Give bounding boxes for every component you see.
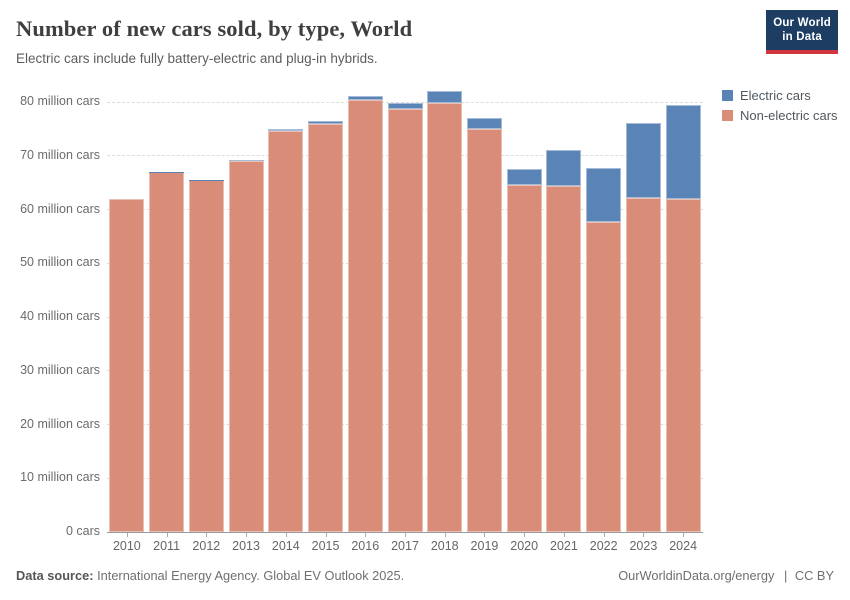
chart-footer: Data source: International Energy Agency… <box>16 568 834 583</box>
legend-swatch <box>722 110 733 121</box>
x-axis-tick <box>683 533 685 537</box>
y-axis-tick-label: 0 cars <box>65 524 100 538</box>
y-axis-tick-label: 30 million cars <box>20 362 100 377</box>
x-axis-label-2010: 2010 <box>112 539 141 553</box>
bar-2016-non-electric-cars[interactable] <box>347 100 383 532</box>
x-axis-tick <box>285 533 287 537</box>
legend-item-non-electric-cars[interactable]: Non-electric cars <box>722 108 838 123</box>
x-axis-tick <box>325 533 327 537</box>
y-axis-tick-label: 10 million cars <box>20 470 100 485</box>
bar-2016-electric-cars[interactable] <box>347 96 383 101</box>
x-axis-label-2013: 2013 <box>232 539 260 553</box>
legend-item-electric-cars[interactable]: Electric cars <box>722 88 838 103</box>
legend-label: Non-electric cars <box>740 108 838 123</box>
data-source-label: Data source: <box>16 568 94 583</box>
x-axis-tick <box>246 533 248 537</box>
bar-2022-electric-cars[interactable] <box>586 167 622 223</box>
y-axis-tick-label: 70 million cars <box>20 147 100 162</box>
bar-2013-electric-cars[interactable] <box>228 160 264 162</box>
x-axis-label-2022: 2022 <box>589 539 618 553</box>
footer-links: OurWorldinData.org/energy | CC BY <box>618 568 834 583</box>
bar-2017-electric-cars[interactable] <box>387 102 423 109</box>
x-axis-tick <box>126 533 128 537</box>
x-axis-label-2012: 2012 <box>192 539 221 553</box>
owid-url-link[interactable]: OurWorldinData.org/energy <box>618 568 775 583</box>
x-axis-label-2018: 2018 <box>430 539 459 553</box>
bar-2018-electric-cars[interactable] <box>427 91 463 103</box>
y-axis-tick-label: 50 million cars <box>20 255 100 270</box>
data-source: Data source: International Energy Agency… <box>16 568 404 583</box>
x-axis-label-2023: 2023 <box>629 539 658 553</box>
x-axis-label-2021: 2021 <box>550 539 578 553</box>
x-axis-tick <box>524 533 526 537</box>
bar-2022-non-electric-cars[interactable] <box>586 222 622 532</box>
x-axis-label-2014: 2014 <box>271 539 300 553</box>
x-axis-tick <box>405 533 406 537</box>
gridline-80 <box>107 101 703 103</box>
bar-2021-non-electric-cars[interactable] <box>546 185 582 532</box>
x-axis-tick <box>166 533 168 537</box>
bar-2012-electric-cars[interactable] <box>188 179 224 181</box>
x-axis-tick <box>484 533 486 537</box>
x-axis-label-2016: 2016 <box>351 539 380 553</box>
owid-logo[interactable]: Our World in Data <box>766 10 838 54</box>
bar-2017-non-electric-cars[interactable] <box>387 108 423 532</box>
legend-label: Electric cars <box>740 88 811 103</box>
x-axis-label-2024: 2024 <box>669 539 698 553</box>
license-label[interactable]: CC BY <box>794 568 834 583</box>
y-axis-tick-label: 80 million cars <box>20 94 100 108</box>
bar-2019-non-electric-cars[interactable] <box>466 129 502 532</box>
x-axis-label-2015: 2015 <box>311 539 340 553</box>
bar-2014-electric-cars[interactable] <box>268 129 304 132</box>
y-axis-tick-label: 20 million cars <box>20 416 100 431</box>
page-title: Number of new cars sold, by type, World <box>16 16 413 41</box>
x-axis-tick <box>603 533 605 537</box>
bar-2019-electric-cars[interactable] <box>466 118 502 130</box>
x-axis-tick <box>563 533 565 537</box>
x-axis-tick <box>643 533 645 537</box>
x-axis-tick <box>206 533 208 537</box>
bar-2015-electric-cars[interactable] <box>308 121 344 125</box>
gridline-0 <box>107 531 703 533</box>
footer-separator: | <box>784 568 788 583</box>
bar-2024-electric-cars[interactable] <box>665 105 701 199</box>
bar-2010-non-electric-cars[interactable] <box>109 199 145 532</box>
owid-logo-line2: in Data <box>782 31 822 44</box>
x-axis-label-2019: 2019 <box>470 539 499 553</box>
bar-2018-non-electric-cars[interactable] <box>427 102 463 532</box>
bar-2012-non-electric-cars[interactable] <box>188 180 224 532</box>
owid-logo-line1: Our World <box>773 17 831 29</box>
bar-2013-non-electric-cars[interactable] <box>228 161 264 532</box>
y-axis-tick-label: 60 million cars <box>20 201 100 216</box>
bar-2015-non-electric-cars[interactable] <box>308 124 344 532</box>
bar-2020-electric-cars[interactable] <box>506 169 542 186</box>
y-axis-tick-label: 40 million cars <box>20 309 100 323</box>
x-axis-label-2017: 2017 <box>391 539 419 553</box>
x-axis-label-2011: 2011 <box>153 539 181 553</box>
bar-2023-electric-cars[interactable] <box>625 122 661 198</box>
bar-2023-non-electric-cars[interactable] <box>625 197 661 532</box>
x-axis-tick <box>365 533 367 537</box>
bar-2014-non-electric-cars[interactable] <box>268 131 304 532</box>
x-axis-tick <box>444 533 446 537</box>
legend-swatch <box>722 90 733 101</box>
data-source-text: International Energy Agency. Global EV O… <box>93 568 405 583</box>
bar-2024-non-electric-cars[interactable] <box>665 198 701 532</box>
chart-subtitle: Electric cars include fully battery-elec… <box>16 51 378 66</box>
legend: Electric cars Non-electric cars <box>722 88 838 128</box>
bar-2021-electric-cars[interactable] <box>546 150 582 186</box>
bar-2011-non-electric-cars[interactable] <box>149 171 185 532</box>
x-axis-label-2020: 2020 <box>510 539 539 553</box>
bar-2020-non-electric-cars[interactable] <box>506 185 542 532</box>
